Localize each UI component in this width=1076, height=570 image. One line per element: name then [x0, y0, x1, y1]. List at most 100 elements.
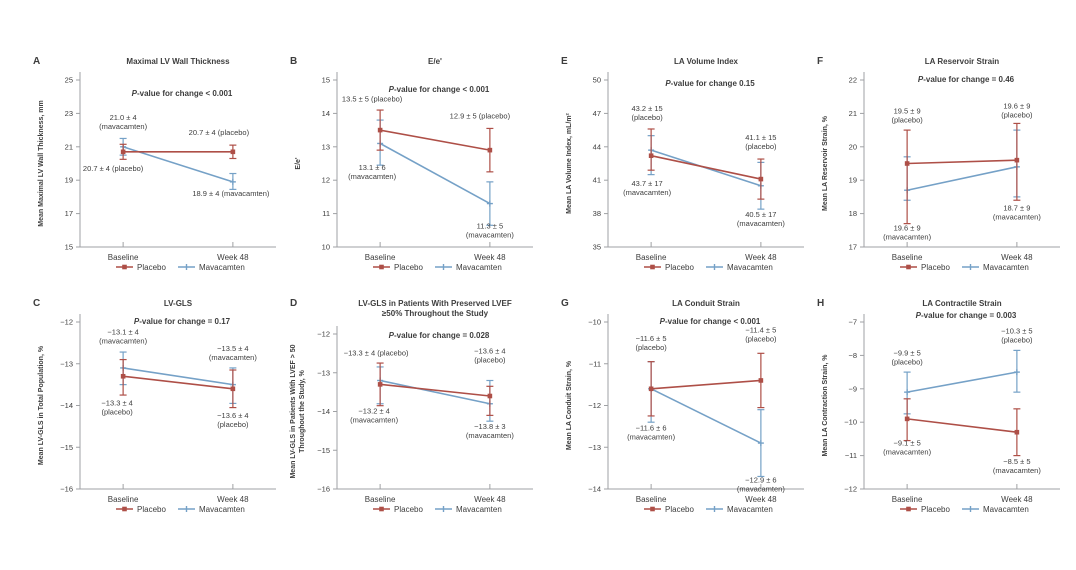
legend-placebo-marker-icon [379, 264, 384, 270]
y-tick-label: 41 [593, 176, 601, 185]
y-tick-label: 19 [849, 176, 857, 185]
panel-H: H LA Contractile Strain −7 −8 −9 −10 −11 −12 Bas… [814, 292, 1066, 532]
data-point-placebo [487, 393, 493, 399]
data-annotation: (mavacamten) [737, 485, 785, 494]
data-annotation: 19.5 ± 9 [894, 106, 921, 115]
panel-D-chart: D LV-GLS in Patients With Preserved LVEF≥… [290, 298, 533, 514]
data-annotation: (mavacamten) [627, 433, 675, 442]
x-tick-label: Week 48 [474, 495, 506, 504]
y-axis-title: Mean LA Contraction Strain, % [822, 354, 829, 457]
data-annotation: −10.3 ± 5 [1001, 327, 1032, 336]
data-annotation: −13.2 ± 4 [358, 406, 389, 415]
data-annotation: (mavacamten) [737, 219, 785, 228]
y-tick-label: 35 [593, 243, 601, 252]
y-tick-label: −10 [588, 318, 601, 327]
y-axis-title: Mean LA Volume Index, mL/m² [566, 112, 573, 213]
data-annotation: 41.1 ± 15 [745, 133, 776, 142]
panel-title: LV-GLS [164, 299, 193, 308]
p-value-label: P-value for change 0.15 [665, 79, 755, 88]
legend-mavacamten-label: Mavacamten [727, 263, 773, 272]
data-annotation: (mavacamten) [99, 122, 147, 131]
y-tick-label: 17 [65, 209, 73, 218]
data-annotation: 43.7 ± 17 [632, 179, 663, 188]
data-annotation: (placebo) [745, 334, 777, 343]
legend-placebo-label: Placebo [394, 263, 423, 272]
panel-letter: G [561, 298, 569, 309]
panel-H-chart: H LA Contractile Strain −7 −8 −9 −10 −11 −12 Bas… [817, 298, 1060, 514]
x-tick-label: Baseline [636, 495, 667, 504]
y-tick-label: 18 [849, 209, 857, 218]
series-line-mavacamten [379, 379, 491, 405]
data-annotation: (placebo) [474, 355, 506, 364]
panel-A-chart: A Maximal LV Wall Thickness 25 23 21 19 17 15 Ba… [33, 56, 276, 272]
data-point-placebo [904, 161, 910, 166]
series-line-placebo [379, 129, 491, 151]
data-point-placebo [230, 149, 236, 155]
data-annotation: (placebo) [635, 343, 667, 352]
data-annotation: (placebo) [1001, 336, 1033, 345]
y-tick-label: −13 [588, 443, 601, 452]
x-tick-label: Baseline [108, 495, 139, 504]
data-annotation: 21.0 ± 4 [110, 113, 137, 122]
data-annotation: −11.6 ± 5 [636, 334, 667, 343]
panel-letter: E [561, 56, 568, 67]
x-tick-label: Baseline [892, 253, 923, 262]
panel-F-chart: F LA Reservoir Strain 22 21 20 19 18 17 Baseline… [817, 56, 1060, 272]
y-axis-title: Mean Maximal LV Wall Thickness, mm [38, 100, 45, 226]
panel-A: A Maximal LV Wall Thickness 25 23 21 19 17 15 Ba… [30, 50, 282, 290]
series-line-placebo [651, 379, 761, 390]
data-annotation: (placebo) [745, 142, 777, 151]
y-axis-title: E/e' [295, 157, 302, 170]
legend-placebo-marker-icon [906, 264, 911, 270]
data-annotation: (placebo) [891, 357, 923, 366]
panel-C: C LV-GLS −12 −13 −14 −15 −16 Baseline Week 48 Mea… [30, 292, 282, 532]
legend-mavacamten-label: Mavacamten [983, 505, 1029, 514]
legend-placebo-label: Placebo [665, 505, 694, 514]
data-annotation: (mavacamten) [623, 188, 671, 197]
x-tick-label: Week 48 [745, 253, 777, 262]
data-annotation: (mavacamten) [99, 337, 147, 346]
legend-mavacamten-label: Mavacamten [199, 505, 245, 514]
data-annotation: 18.9 ± 4 (mavacamten) [192, 189, 270, 198]
y-tick-label: 10 [322, 243, 330, 252]
y-tick-label: 12 [322, 176, 330, 185]
p-value-label: P-value for change < 0.001 [660, 317, 761, 326]
x-tick-label: Week 48 [1001, 495, 1033, 504]
legend-placebo-label: Placebo [921, 505, 950, 514]
data-point-placebo [648, 153, 654, 159]
p-value-label: P-value for change = 0.003 [916, 311, 1017, 320]
data-annotation: −13.6 ± 4 [474, 346, 505, 355]
data-point-placebo [120, 373, 126, 379]
legend-placebo-marker-icon [650, 264, 655, 270]
data-annotation: (placebo) [631, 113, 663, 122]
y-tick-label: −12 [317, 330, 330, 339]
data-annotation: (placebo) [891, 115, 923, 124]
data-annotation: (placebo) [101, 408, 133, 417]
data-annotation: −13.3 ± 4 (placebo) [344, 348, 409, 357]
data-point-placebo [230, 386, 236, 392]
panel-title: Maximal LV Wall Thickness [126, 57, 230, 66]
data-annotation: 43.2 ± 15 [632, 104, 663, 113]
data-annotation: −13.5 ± 4 [217, 344, 248, 353]
x-tick-label: Week 48 [745, 495, 777, 504]
data-annotation: 20.7 ± 4 (placebo) [83, 164, 144, 173]
y-tick-label: 47 [593, 109, 601, 118]
data-annotation: 11.3 ± 5 [477, 222, 504, 231]
legend-placebo-label: Placebo [665, 263, 694, 272]
y-tick-label: 50 [593, 76, 601, 85]
y-tick-label: −7 [848, 318, 857, 327]
legend-placebo-marker-icon [379, 506, 384, 512]
data-point-placebo [377, 127, 383, 133]
data-point-placebo [1014, 157, 1020, 163]
legend-mavacamten-label: Mavacamten [727, 505, 773, 514]
data-point-placebo [377, 382, 383, 387]
series-line-mavacamten [122, 367, 234, 386]
panel-G-chart: G LA Conduit Strain −10 −11 −12 −13 −14 Baselin… [561, 298, 804, 514]
p-value-label: P-value for change = 0.17 [134, 317, 231, 326]
y-tick-label: 15 [322, 76, 330, 85]
y-tick-label: −16 [60, 485, 73, 494]
data-annotation: (mavacamten) [209, 353, 257, 362]
data-annotation: −9.9 ± 5 [893, 348, 920, 357]
legend-mavacamten-label: Mavacamten [456, 505, 502, 514]
y-tick-label: 13 [322, 142, 330, 151]
